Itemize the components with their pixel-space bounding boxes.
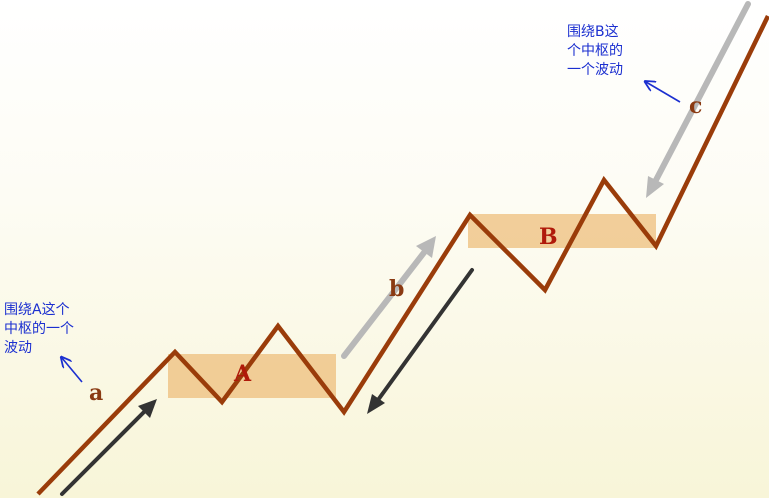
dark-arrow-a	[60, 399, 157, 496]
zone-label-a: A	[234, 361, 252, 387]
dark-arrow-down	[367, 268, 474, 414]
note-arrow-b	[646, 82, 681, 103]
note-arrow-a	[62, 358, 83, 383]
segment-label-b: b	[389, 276, 405, 302]
gray-arrow-c	[646, 1, 751, 198]
note-around-b: 围绕B这 个中枢的 一个波动	[567, 24, 623, 78]
segment-label-a: a	[89, 380, 104, 406]
price-path	[36, 15, 769, 496]
note-around-a: 围绕A这个 中枢的一个 波动	[4, 302, 74, 356]
zone-label-b: B	[539, 224, 558, 250]
gray-arrow-b	[341, 236, 436, 359]
segment-label-c: c	[689, 93, 703, 119]
